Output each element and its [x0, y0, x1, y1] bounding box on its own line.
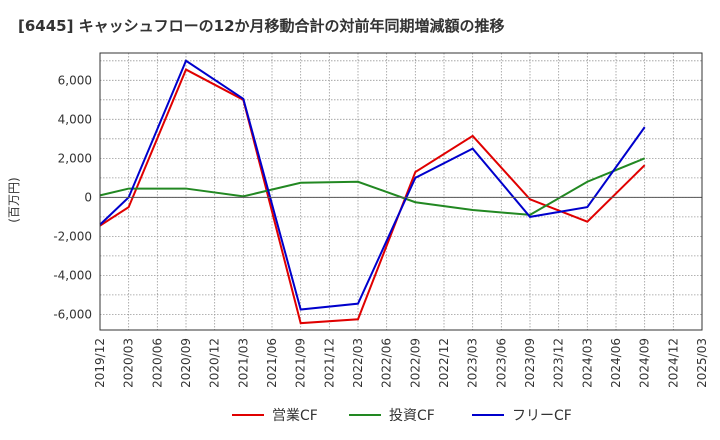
y-tick-label: -2,000: [53, 229, 92, 243]
y-tick-label: 4,000: [58, 112, 92, 126]
x-tick-label: 2023/03: [466, 338, 480, 388]
x-tick-label: 2023/09: [523, 338, 537, 388]
x-tick-label: 2023/12: [552, 338, 566, 388]
series-line-投資CF: [99, 157, 646, 216]
series-lines: [99, 59, 646, 325]
series-line-営業CF: [99, 68, 646, 325]
y-axis-label: (百万円): [7, 177, 21, 222]
x-tick-label: 2021/09: [294, 338, 308, 388]
x-tick-label: 2024/06: [609, 338, 623, 388]
plot-border: [99, 52, 703, 331]
x-tick-label: 2022/03: [351, 338, 365, 388]
x-tick-label: 2025/03: [695, 338, 709, 388]
y-tick-label: 2,000: [58, 151, 92, 165]
y-tick-label: -4,000: [53, 268, 92, 282]
x-tick-label: 2020/09: [179, 338, 193, 388]
x-tick-label: 2024/09: [638, 338, 652, 388]
legend: 営業CF 投資CF フリーCF: [232, 408, 572, 424]
x-tick-label: 2022/09: [408, 338, 422, 388]
x-tick-label: 2019/12: [93, 338, 107, 388]
x-tick-label: 2021/12: [322, 338, 336, 388]
y-tick-label: 6,000: [58, 73, 92, 87]
series-line-フリーCF: [99, 59, 646, 311]
plot-background: [100, 53, 702, 330]
grid: [99, 53, 703, 330]
x-tick-label: 2022/06: [380, 338, 394, 388]
x-tick-label: 2020/03: [122, 338, 136, 388]
legend-label: フリーCF: [512, 408, 572, 424]
x-tick-label: 2021/03: [236, 338, 250, 388]
plot-area: [100, 53, 702, 330]
x-tick-label: 2020/12: [208, 338, 222, 388]
x-tick-label: 2020/06: [150, 338, 164, 388]
y-tick-label: 0: [84, 190, 92, 204]
x-tick-label: 2023/06: [494, 338, 508, 388]
x-tick-label: 2024/12: [666, 338, 680, 388]
x-tick-label: 2024/03: [580, 338, 594, 388]
chart-title: [6445] キャッシュフローの12か月移動合計の対前年同期増減額の推移: [18, 17, 505, 35]
legend-label: 営業CF: [272, 408, 318, 424]
legend-label: 投資CF: [389, 408, 435, 424]
axes: 6,000 4,000 2,000 0 -2,000 -4,000 -6,000 2019/1…: [53, 52, 709, 388]
y-tick-label: -6,000: [53, 307, 92, 321]
x-tick-label: 2021/06: [265, 338, 279, 388]
x-tick-label: 2022/12: [437, 338, 451, 388]
